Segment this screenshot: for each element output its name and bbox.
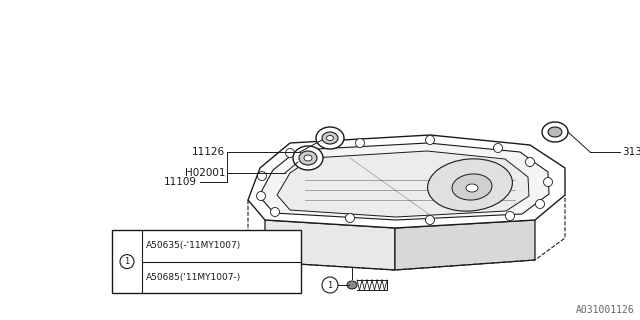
Text: 1: 1 [124,257,130,266]
Text: 31392: 31392 [622,147,640,157]
Circle shape [525,157,534,166]
Circle shape [536,199,545,209]
Text: H02001: H02001 [184,168,225,178]
Circle shape [120,255,134,268]
Polygon shape [248,135,565,228]
Circle shape [285,148,294,157]
Text: 11109: 11109 [164,177,197,187]
Ellipse shape [542,122,568,142]
Ellipse shape [322,132,338,144]
Circle shape [322,277,338,293]
Circle shape [355,139,365,148]
Polygon shape [259,143,549,220]
Text: 1: 1 [328,281,333,290]
Ellipse shape [428,159,513,211]
Ellipse shape [293,146,323,170]
Ellipse shape [452,174,492,200]
Text: FRONT: FRONT [230,233,262,255]
Circle shape [257,172,266,180]
Text: A031001126: A031001126 [576,305,635,315]
Bar [112,230,301,293]
Text: 11126: 11126 [192,147,225,157]
Circle shape [257,191,266,201]
Ellipse shape [304,155,312,161]
Ellipse shape [299,151,317,165]
Circle shape [346,213,355,222]
Polygon shape [265,220,395,270]
Circle shape [493,143,502,153]
Ellipse shape [548,127,562,137]
Polygon shape [277,151,529,217]
Circle shape [271,207,280,217]
Circle shape [426,135,435,145]
Polygon shape [395,220,535,270]
Circle shape [543,178,552,187]
Text: A50685('11MY1007-): A50685('11MY1007-) [146,273,241,282]
Ellipse shape [347,281,357,289]
Circle shape [426,215,435,225]
Text: A50635(-'11MY1007): A50635(-'11MY1007) [146,242,241,251]
Ellipse shape [316,127,344,149]
Circle shape [506,212,515,220]
Ellipse shape [326,135,333,140]
Ellipse shape [466,184,478,192]
